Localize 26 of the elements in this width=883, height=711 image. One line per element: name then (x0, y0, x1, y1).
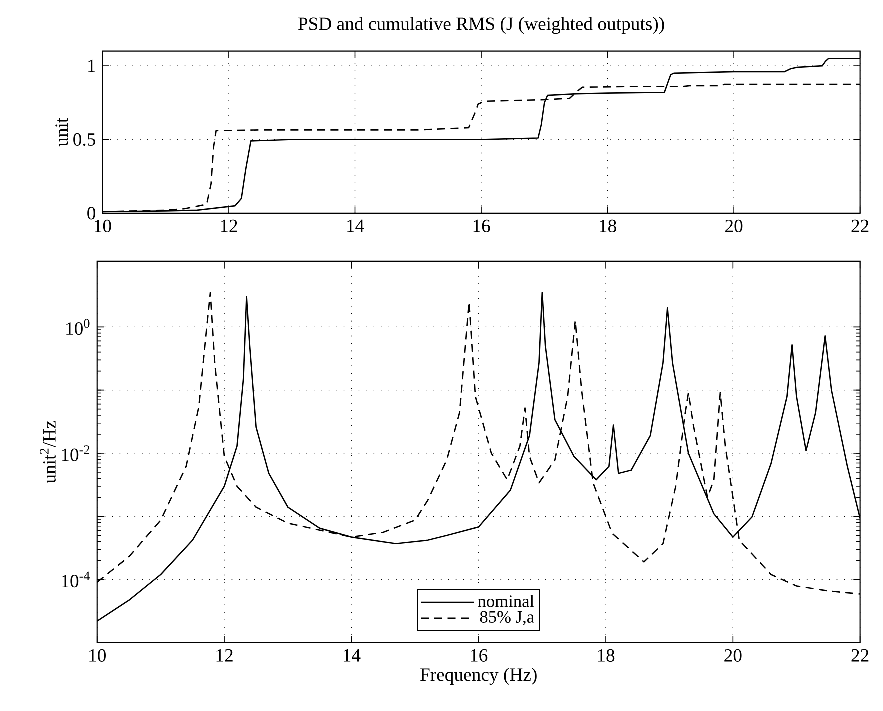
x-tick-label: 20 (724, 649, 742, 662)
x-tick-label: 10 (90, 649, 106, 662)
chart-title: PSD and cumulative RMS (J (weighted outputs)) (298, 17, 664, 34)
y-tick-label: 0 (88, 207, 96, 220)
x-tick-label: 10 (95, 220, 112, 233)
x-tick-label: 22 (852, 220, 869, 232)
x-tick-label: 12 (216, 649, 233, 662)
legend-label: nominal (478, 595, 534, 608)
x-tick-label: 18 (600, 220, 616, 233)
x-tick-label: 22 (852, 649, 869, 662)
y-tick-label: 10$^{-4}$ (62, 572, 90, 588)
x-axis-title: Frequency (Hz) (420, 668, 537, 686)
x-tick-label: 12 (221, 220, 238, 232)
x-tick-label: 16 (474, 220, 490, 232)
y-axis-title: unit (56, 118, 68, 147)
y-tick-label: 10$^{0}$ (66, 319, 90, 336)
y-tick-label: 1 (88, 60, 96, 72)
x-tick-label: 18 (598, 649, 615, 662)
x-tick-label: 16 (471, 649, 488, 662)
legend-label: 85% J,a (480, 611, 534, 626)
x-tick-label: 14 (344, 649, 361, 662)
y-tick-label: 0.5 (74, 133, 96, 146)
y-axis-title: unit$^{2}$/Hz (40, 421, 56, 484)
x-tick-label: 20 (726, 220, 743, 233)
y-tick-label: 10$^{-2}$ (62, 446, 90, 462)
x-tick-label: 14 (348, 220, 364, 232)
